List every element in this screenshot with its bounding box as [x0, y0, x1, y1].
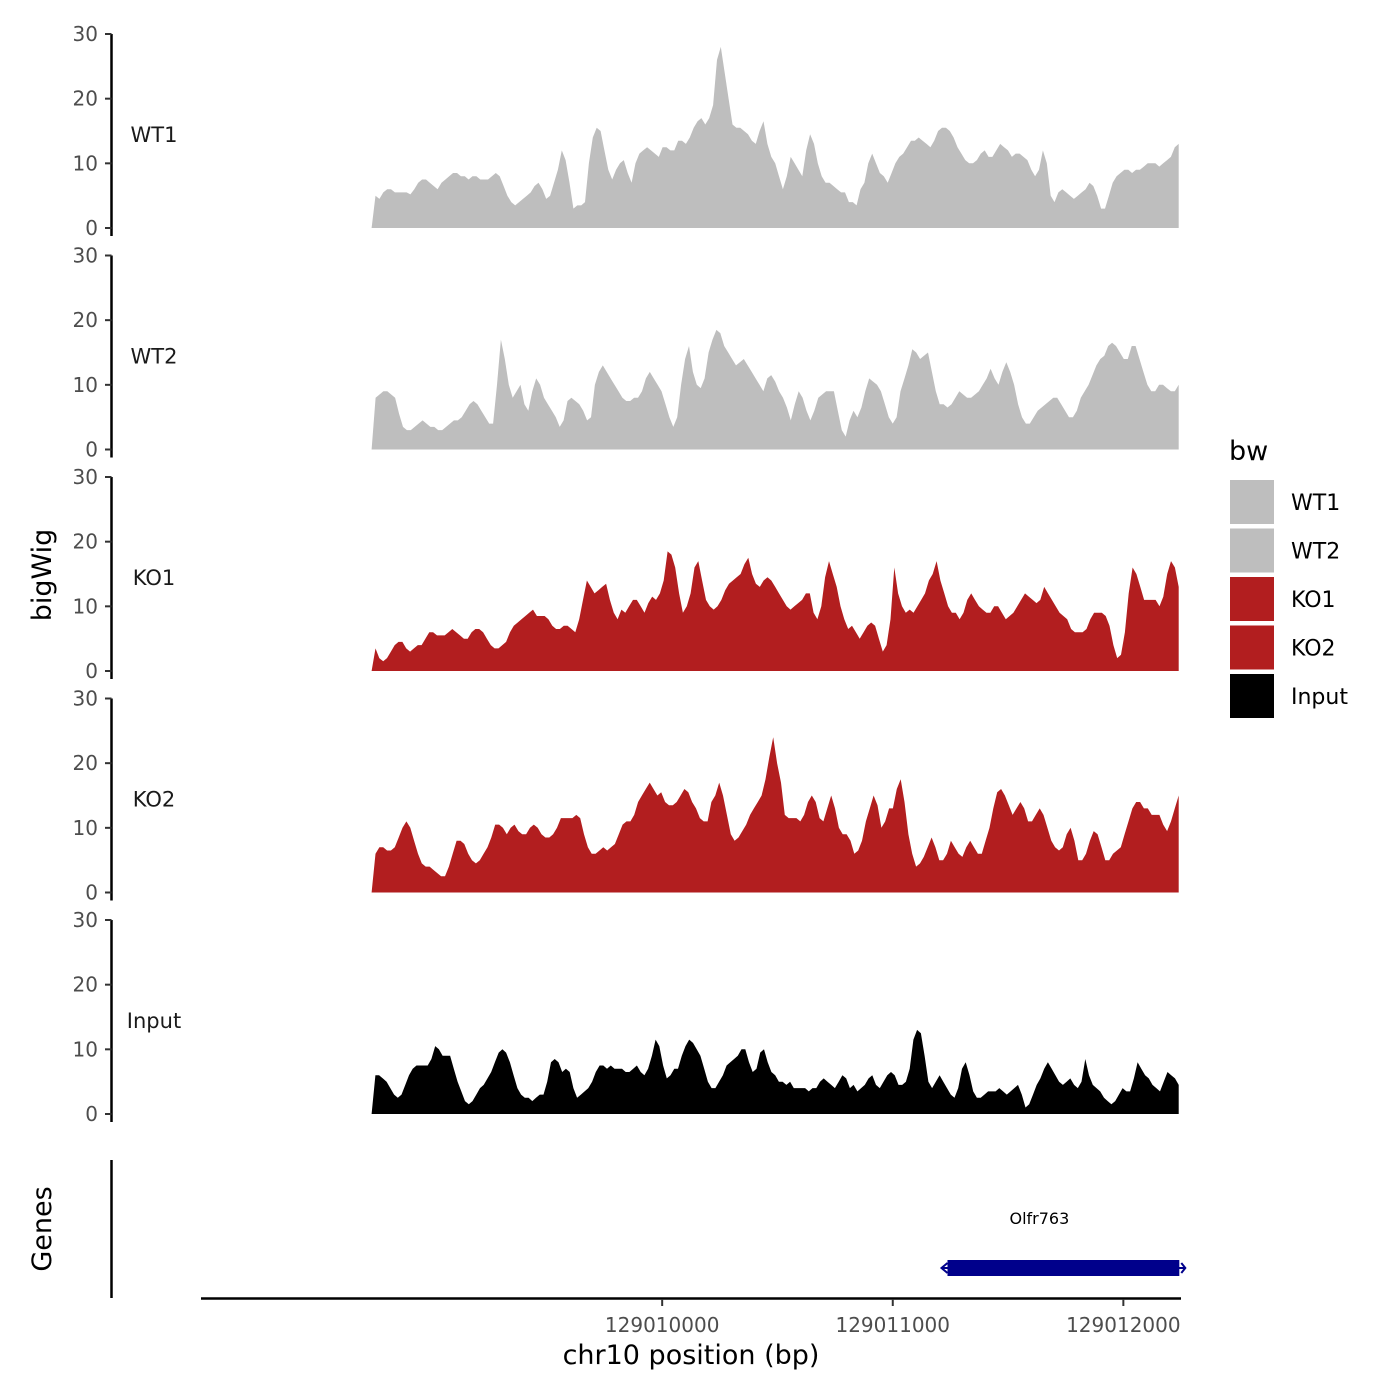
track-ko1: 0 10 20 30 KO1	[73, 465, 1179, 683]
y-tick-label: 10	[73, 594, 98, 618]
coverage-area-input	[371, 1029, 1179, 1114]
track-label: KO2	[133, 788, 176, 812]
legend-item-ko1: KO1	[1230, 577, 1336, 621]
legend-swatch	[1230, 577, 1274, 621]
x-tick-label: 129011000	[835, 1313, 950, 1337]
y-axis-title: bigWig	[27, 529, 58, 622]
y-tick-label: 0	[85, 1102, 98, 1126]
legend: bw WT1 WT2 KO1 KO2 Input	[1229, 436, 1348, 718]
y-tick-label: 20	[73, 87, 98, 111]
legend-label: WT1	[1291, 491, 1340, 516]
y-tick-label: 0	[85, 216, 98, 240]
y-tick-label: 0	[85, 881, 98, 905]
y-tick-label: 30	[73, 22, 98, 46]
legend-item-ko2: KO2	[1230, 625, 1336, 670]
y-tick-label: 30	[73, 908, 98, 932]
track-label: KO1	[133, 566, 176, 590]
y-tick-label: 0	[85, 438, 98, 462]
coverage-area-wt2	[371, 329, 1179, 450]
gene-track-title: Genes	[27, 1186, 58, 1271]
y-tick-label: 20	[73, 751, 98, 775]
legend-swatch	[1230, 480, 1274, 524]
y-tick-label: 20	[73, 973, 98, 997]
x-tick-label: 129012000	[1066, 1313, 1181, 1337]
legend-title: bw	[1229, 436, 1268, 467]
gene-track: Genes Olfr763	[27, 1160, 1187, 1298]
track-label: WT2	[131, 345, 178, 369]
legend-label: KO2	[1291, 637, 1336, 662]
y-tick-label: 20	[73, 308, 98, 332]
coverage-area-ko1	[371, 551, 1179, 671]
strand-arrow-icon	[1180, 1262, 1187, 1274]
legend-label: Input	[1291, 685, 1348, 710]
y-tick-label: 10	[73, 1037, 98, 1061]
strand-arrow-icon	[939, 1262, 949, 1274]
y-tick-label: 10	[73, 373, 98, 397]
y-tick-label: 0	[85, 659, 98, 683]
legend-swatch	[1230, 528, 1274, 573]
track-ko2: 0 10 20 30 KO2	[73, 687, 1179, 905]
legend-item-input: Input	[1230, 674, 1348, 718]
legend-label: WT2	[1291, 540, 1340, 565]
x-tick-label: 129010000	[605, 1313, 720, 1337]
track-input: 0 10 20 30 Input	[73, 908, 1179, 1126]
track-wt1: 0 10 20 30 WT1	[73, 22, 1179, 240]
legend-items: WT1 WT2 KO1 KO2 Input	[1230, 480, 1348, 718]
coverage-area-ko2	[371, 737, 1179, 893]
coverage-area-wt1	[371, 46, 1179, 229]
x-axis-ticks: 129010000 129011000 129012000	[605, 1299, 1181, 1337]
y-tick-label: 10	[73, 816, 98, 840]
legend-item-wt2: WT2	[1230, 528, 1340, 573]
y-tick-label: 10	[73, 151, 98, 175]
track-label: WT1	[131, 123, 178, 147]
x-axis-title: chr10 position (bp)	[563, 1340, 820, 1371]
x-axis: 129010000 129011000 129012000 chr10 positi…	[201, 1297, 1181, 1371]
y-tick-label: 30	[73, 687, 98, 711]
legend-swatch	[1230, 625, 1274, 670]
gene-models: Olfr763	[939, 1209, 1187, 1276]
legend-label: KO1	[1291, 588, 1336, 613]
y-tick-label: 30	[73, 465, 98, 489]
track-label: Input	[127, 1009, 181, 1033]
y-tick-label: 20	[73, 530, 98, 554]
y-tick-label: 30	[73, 244, 98, 268]
bigwig-tracks: 0 10 20 30 WT1 0 10 20 30 WT2 0 10 20 30 KO1 0 10 20 30 KO2…	[73, 22, 1179, 1126]
gene-label: Olfr763	[1010, 1209, 1070, 1228]
legend-swatch	[1230, 674, 1274, 718]
legend-item-wt1: WT1	[1230, 480, 1340, 524]
track-wt2: 0 10 20 30 WT2	[73, 244, 1179, 462]
